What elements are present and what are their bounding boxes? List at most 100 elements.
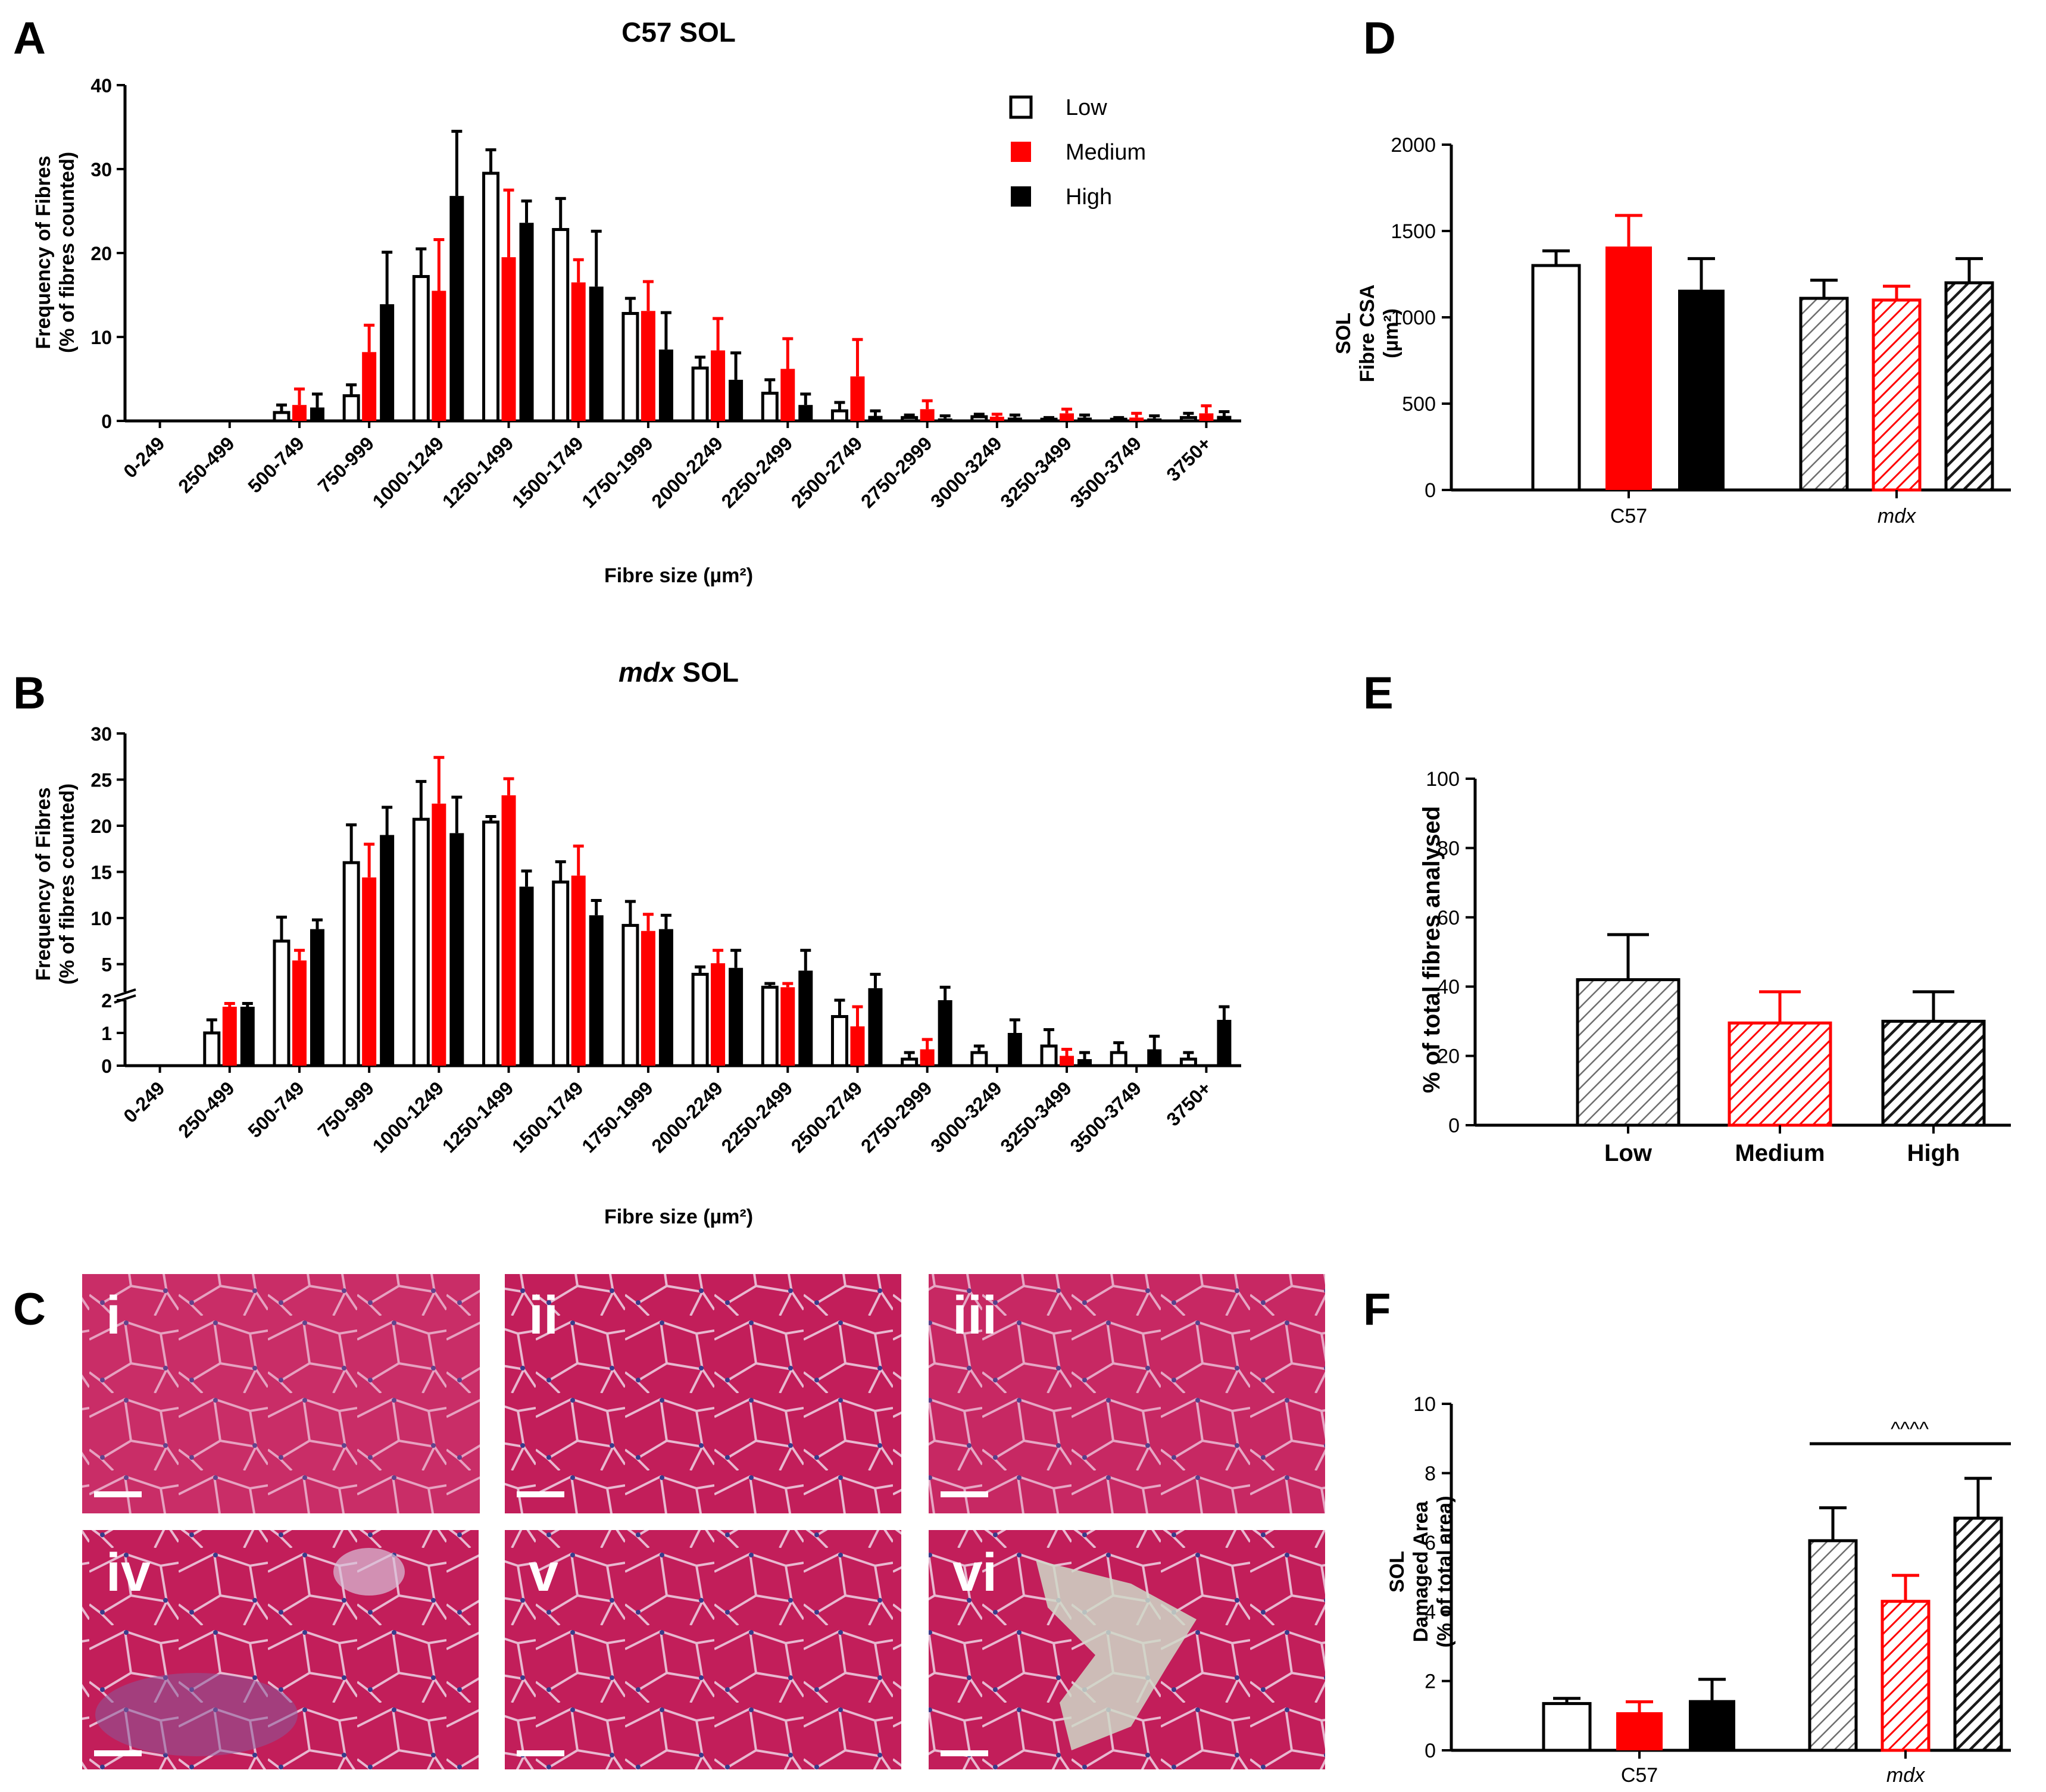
x-tick-label: 1500-1749 (508, 1077, 588, 1157)
x-tick-label: 3500-3749 (1066, 1077, 1146, 1157)
legend: Low Medium High (1009, 95, 1146, 210)
image-label-iii: iii (952, 1286, 997, 1345)
x-tick-label: 3750+ (1162, 1077, 1215, 1130)
bar-high (798, 970, 813, 1066)
bar-low (203, 1031, 221, 1067)
bar-high (519, 223, 534, 421)
bar-high (449, 833, 464, 1066)
bar-medium (501, 257, 516, 421)
bar-high (1077, 1059, 1092, 1066)
y-tick-label: 0 (101, 1056, 112, 1077)
bar-high (589, 286, 604, 421)
bar-low (482, 820, 500, 1067)
x-tick-label: 3000-3249 (926, 432, 1006, 512)
panel-d-ylabel-1: SOL (1332, 313, 1355, 354)
bar-medium (920, 409, 935, 421)
bar-high (729, 967, 744, 1066)
bar-low (552, 881, 570, 1067)
bar-high (1007, 417, 1022, 421)
bar-low (761, 985, 779, 1067)
panel-d-ylabel-3: (µm²) (1380, 308, 1402, 358)
bar-high (1217, 1020, 1232, 1066)
x-tick-label: 750-999 (314, 432, 378, 497)
bar-medium (362, 352, 377, 421)
x-tick-label: 250-499 (174, 432, 238, 497)
panel-b-title: mdx SOL (619, 657, 739, 688)
bar-low (761, 391, 779, 423)
group-label-mdx: mdx (1878, 505, 1916, 527)
bar-low (970, 1051, 988, 1067)
panel-b-histogram: mdx SOL Frequency of Fibres (% of fibres… (32, 657, 1241, 1228)
y-tick-label: 30 (90, 159, 112, 180)
y-tick-label: 1500 (1391, 220, 1436, 243)
bar-low (1576, 978, 1680, 1127)
y-tick-label: 20 (90, 243, 112, 264)
bar-mdx-high (1944, 281, 1994, 492)
x-tick-label: 1750-1999 (577, 1077, 657, 1157)
bar-low (1179, 1057, 1197, 1067)
panel-label-e: E (1363, 668, 1394, 719)
bar-low (1040, 417, 1058, 423)
legend-label-medium: Medium (1066, 140, 1146, 165)
histology-image-iii: iii (929, 1274, 1325, 1513)
bar-mdx-low (1799, 296, 1849, 492)
bar-c57-medium (1605, 246, 1652, 490)
x-tick-label: 2000-2249 (647, 1077, 727, 1157)
bar-mdx-medium (1872, 298, 1922, 492)
panel-label-d: D (1363, 13, 1396, 64)
bar-medium (1129, 417, 1144, 421)
bar-high (1007, 1033, 1022, 1066)
x-tick-label: 1000-1249 (368, 432, 448, 512)
bar-medium (1199, 413, 1214, 421)
group-label-c57: C57 (1610, 505, 1647, 527)
bar-high (938, 1000, 952, 1066)
bar-high (310, 407, 324, 421)
bar-high (868, 416, 883, 421)
image-label-ii: ii (529, 1286, 558, 1345)
y-tick-label: 10 (90, 327, 112, 348)
x-tick-label: 2250-2499 (717, 1077, 797, 1157)
group-label-c57: C57 (1621, 1764, 1658, 1787)
panel-c-histology: i ii iii iv v vi (82, 1274, 1325, 1769)
y-tick-label: 20 (90, 816, 112, 837)
bar-c57-high (1689, 1700, 1735, 1750)
y-tick-label: 60 (1437, 907, 1460, 929)
legend-swatch-high (1011, 186, 1031, 207)
x-tick-label: 3750+ (1162, 432, 1215, 485)
panel-d-fibre-csa: SOL Fibre CSA (µm²) 0 500 1000 1500 2000 C57 m… (1332, 134, 2011, 527)
x-tick-label: 1250-1499 (438, 1077, 518, 1157)
category-label-low: Low (1604, 1140, 1653, 1166)
bar-low (273, 411, 290, 423)
y-tick-label: 40 (90, 75, 112, 96)
image-label-vi: vi (952, 1543, 997, 1603)
bar-high (938, 418, 952, 421)
bar-high (449, 196, 464, 421)
x-tick-label: 2500-2749 (787, 432, 867, 512)
panel-d-ylabel-2: Fibre CSA (1356, 285, 1379, 382)
bar-high (1147, 1049, 1162, 1066)
y-tick-label: 2 (101, 990, 112, 1011)
y-tick-label: 0 (1448, 1114, 1460, 1137)
group-label-mdx: mdx (1886, 1764, 1925, 1787)
bar-low (482, 171, 500, 423)
x-tick-label: 2250-2499 (717, 432, 797, 512)
x-tick-label: 1500-1749 (508, 432, 588, 512)
y-tick-label: 4 (1425, 1601, 1436, 1624)
bar-high (798, 405, 813, 421)
bar-c57-high (1678, 289, 1725, 490)
bar-medium (571, 282, 586, 421)
bar-low (412, 817, 430, 1067)
y-tick-label: 25 (90, 770, 112, 791)
y-tick-label: 30 (90, 723, 112, 745)
bar-medium (292, 405, 307, 421)
image-label-iv: iv (106, 1543, 151, 1603)
bar-low (901, 1057, 919, 1067)
bar-low (830, 409, 848, 423)
bar-medium (711, 350, 726, 421)
bar-high (589, 915, 604, 1066)
histology-image-ii: ii (505, 1274, 901, 1513)
panel-a-ylabel-2: (% of fibres counted) (56, 152, 79, 353)
bar-mdx-medium (1881, 1600, 1931, 1752)
bar-low (970, 415, 988, 423)
